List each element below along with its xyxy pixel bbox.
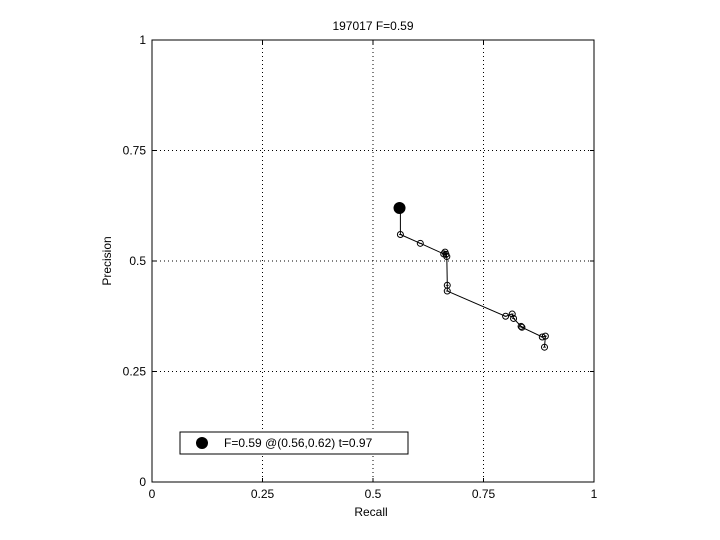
best-f-point xyxy=(393,201,406,214)
legend-box xyxy=(179,431,409,455)
data-point xyxy=(517,322,525,330)
chart-title: 197017 F=0.59 xyxy=(332,19,413,33)
data-point xyxy=(502,312,510,320)
grid-lines xyxy=(152,40,594,482)
data-point xyxy=(443,287,451,295)
x-tick-label: 0.75 xyxy=(472,487,496,501)
x-tick-label: 0 xyxy=(149,487,156,501)
y-tick-label: 0.5 xyxy=(129,254,146,268)
legend-marker xyxy=(196,437,208,449)
x-axis-label: Recall xyxy=(354,505,387,519)
data-point xyxy=(541,332,549,340)
data-point xyxy=(416,239,424,247)
y-tick-labels: 0 0.25 0.5 0.75 1 xyxy=(123,33,147,489)
data-point xyxy=(443,253,451,261)
plot-frame xyxy=(151,39,595,483)
x-tick-labels: 0 0.25 0.5 0.75 1 xyxy=(149,487,598,501)
data-point xyxy=(508,310,516,318)
data-point xyxy=(540,343,548,351)
x-tick-label: 0.25 xyxy=(251,487,275,501)
legend-label: F=0.59 @(0.56,0.62) t=0.97 xyxy=(224,436,373,450)
y-axis-label: Precision xyxy=(100,236,114,285)
y-tick-label: 0 xyxy=(139,475,146,489)
data-point xyxy=(510,314,518,322)
data-point xyxy=(538,333,546,341)
legend: F=0.59 @(0.56,0.62) t=0.97 xyxy=(179,431,409,455)
y-tick-label: 0.75 xyxy=(123,144,147,158)
data-point xyxy=(396,230,404,238)
y-tick-label: 1 xyxy=(139,33,146,47)
x-tick-label: 1 xyxy=(591,487,598,501)
series-group xyxy=(393,201,549,351)
y-tick-label: 0.25 xyxy=(123,365,147,379)
data-point xyxy=(518,323,526,331)
x-tick-label: 0.5 xyxy=(365,487,382,501)
